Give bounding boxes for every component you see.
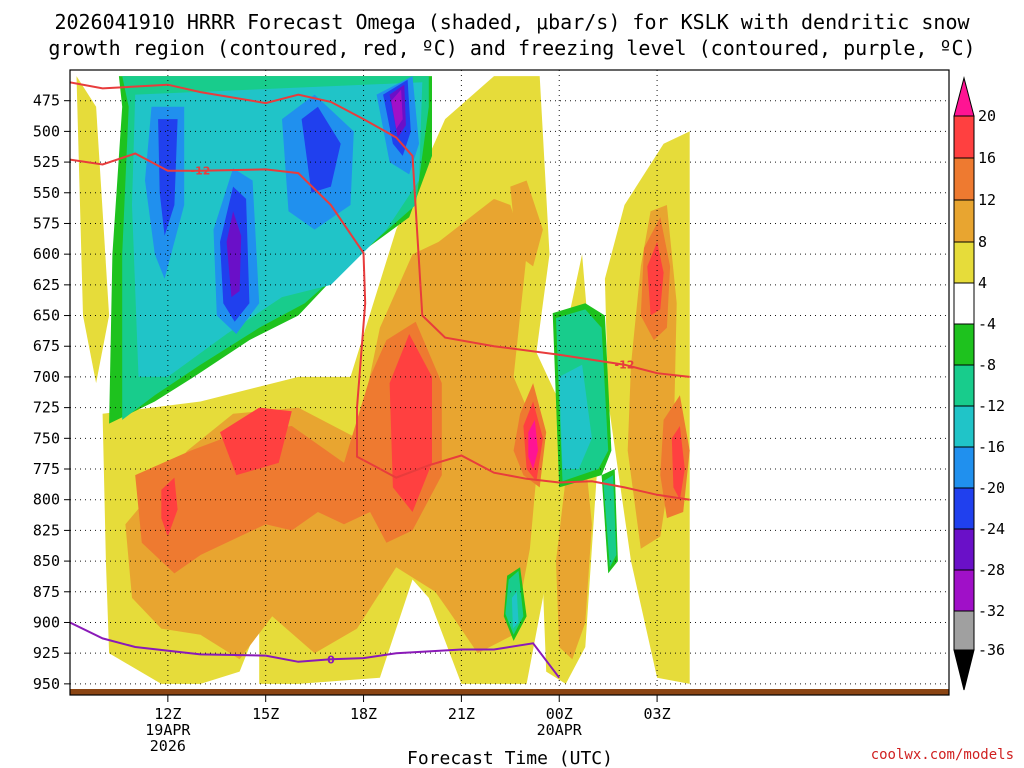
- colorbar-swatch-5: [953, 282, 975, 325]
- colorbar-swatch-4: [953, 241, 975, 284]
- x-tick-label-2: 18Z: [350, 705, 377, 723]
- y-tick-label-18: 925: [33, 644, 60, 662]
- y-tick-label-8: 675: [33, 337, 60, 355]
- colorbar-swatch-13: [953, 610, 975, 651]
- credit-link[interactable]: coolwx.com/models: [871, 747, 1014, 763]
- colorbar-swatch-1: [953, 115, 975, 159]
- x-tick-label-3: 21Z: [448, 705, 475, 723]
- omega-region-34: [158, 119, 178, 236]
- colorbar-swatch-7: [953, 364, 975, 407]
- colorbar-label-0: 20: [978, 107, 996, 125]
- x-tick-label-5: 03Z: [644, 705, 671, 723]
- y-tick-label-11: 750: [33, 429, 60, 447]
- y-tick-label-3: 550: [33, 184, 60, 202]
- omega-region-7: [510, 180, 543, 267]
- omega-region-36: [301, 106, 341, 193]
- dgz-contour-1: [70, 81, 690, 378]
- y-tick-label-12: 775: [33, 460, 60, 478]
- omega-region-16: [647, 241, 664, 316]
- colorbar-label-6: -8: [978, 356, 996, 374]
- y-tick-label-0: 475: [33, 92, 60, 110]
- x-tick-label-0: 12Z: [154, 705, 181, 723]
- x-tick-year-0: 2026: [150, 737, 186, 755]
- y-tick-label-10: 725: [33, 399, 60, 417]
- omega-region-29: [511, 591, 519, 629]
- contours: -12 -12 0: [70, 81, 690, 679]
- x-tick-date-4: 20APR: [537, 721, 583, 739]
- y-tick-label-9: 700: [33, 368, 60, 386]
- x-tick-date-0: 19APR: [145, 721, 191, 739]
- colorbar-label-13: -36: [978, 641, 1005, 659]
- colorbar-cap-bottom: [953, 649, 975, 691]
- colorbar-swatch-3: [953, 199, 975, 243]
- omega-region-5: [556, 426, 592, 660]
- y-tick-label-17: 900: [33, 613, 60, 631]
- colorbar-label-2: 12: [978, 191, 996, 209]
- omega-region-18: [528, 419, 538, 469]
- x-axis-title: Forecast Time (UTC): [407, 748, 613, 768]
- grid-lines: [70, 70, 949, 690]
- omega-region-38: [226, 211, 242, 298]
- colorbar-label-3: 8: [978, 233, 987, 251]
- colorbar-swatch-10: [953, 487, 975, 530]
- colorbar-legend: 20 16 12 8 4 -4 -8 -12 -16 -20 -24 -28 -32 -36: [953, 76, 1005, 691]
- y-axis: 475 500 525 550 575 600 625 650 675 700 725 750 775 8…: [33, 92, 70, 693]
- colorbar-swatch-2: [953, 157, 975, 201]
- y-tick-label-6: 625: [33, 276, 60, 294]
- omega-region-12: [220, 407, 292, 476]
- colorbar-label-8: -16: [978, 438, 1005, 456]
- colorbar-swatch-11: [953, 528, 975, 571]
- colorbar-label-10: -24: [978, 520, 1005, 538]
- omega-region-0: [76, 76, 110, 384]
- x-tick-label-1: 15Z: [252, 705, 279, 723]
- omega-region-25: [603, 475, 617, 568]
- y-tick-label-5: 600: [33, 245, 60, 263]
- y-tick-label-16: 875: [33, 583, 60, 601]
- dgz-contour-1-label: -12: [615, 359, 635, 372]
- colorbar-label-1: 16: [978, 149, 996, 167]
- y-tick-label-1: 500: [33, 122, 60, 140]
- y-tick-label-19: 950: [33, 675, 60, 693]
- y-tick-label-14: 825: [33, 521, 60, 539]
- colorbar-label-12: -32: [978, 602, 1005, 620]
- colorbar-label-7: -12: [978, 397, 1005, 415]
- omega-region-4: [125, 198, 540, 660]
- colorbar-swatch-8: [953, 405, 975, 448]
- plot-frame: [69, 69, 950, 696]
- y-tick-label-15: 850: [33, 552, 60, 570]
- colorbar-swatch-6: [953, 323, 975, 366]
- colorbar-label-9: -20: [978, 479, 1005, 497]
- dgz-contour-0-label: -12: [191, 165, 211, 178]
- omega-shading: [76, 76, 690, 684]
- colorbar-cap-top: [953, 76, 975, 117]
- colorbar-label-5: -4: [978, 315, 996, 333]
- x-tick-label-4: 00Z: [546, 705, 573, 723]
- omega-region-40: [391, 89, 403, 129]
- y-tick-label-4: 575: [33, 214, 60, 232]
- freezing-level-contour-label: 0: [327, 653, 335, 666]
- ground-strip: [70, 689, 949, 695]
- y-tick-label-2: 525: [33, 153, 60, 171]
- chart-title-line2: growth region (contoured, red, ºC) and f…: [48, 36, 975, 60]
- y-tick-label-13: 800: [33, 491, 60, 509]
- colorbar-label-4: 4: [978, 274, 987, 292]
- colorbar-label-11: -28: [978, 561, 1005, 579]
- colorbar-swatch-9: [953, 446, 975, 489]
- omega-region-8: [135, 321, 442, 574]
- dgz-contour-0: [70, 152, 690, 501]
- freezing-level-contour: [70, 621, 560, 679]
- y-tick-label-7: 650: [33, 307, 60, 325]
- omega-region-28: [559, 364, 592, 469]
- chart-title-line1: 2026041910 HRRR Forecast Omega (shaded, …: [54, 10, 970, 34]
- colorbar-swatch-12: [953, 569, 975, 612]
- omega-region-17: [671, 426, 685, 500]
- omega-region-13: [161, 477, 178, 537]
